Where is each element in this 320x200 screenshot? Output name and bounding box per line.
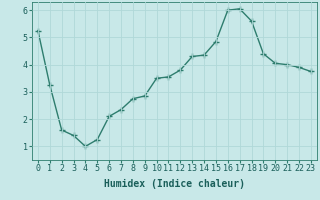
- X-axis label: Humidex (Indice chaleur): Humidex (Indice chaleur): [104, 179, 245, 189]
